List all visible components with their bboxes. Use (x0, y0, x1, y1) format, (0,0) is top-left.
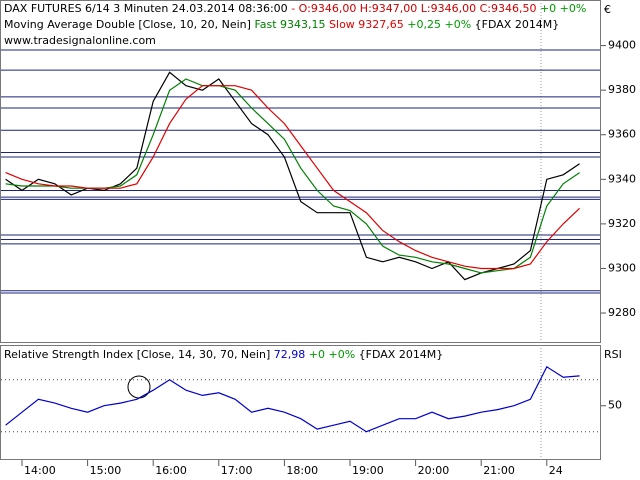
header: DAX FUTURES 6/14 3 Minuten 24.03.2014 08… (4, 2, 586, 15)
rsi-change: +0 +0% (309, 348, 355, 361)
axis-label: € (604, 3, 611, 16)
x-tick-label: 20:00 (418, 464, 450, 477)
rsi-title: Relative Strength Index [Close, 14, 30, … (4, 348, 270, 361)
indicator: Moving Average Double [Close, 10, 20, Ne… (4, 18, 251, 31)
change: +0 +0% (540, 2, 586, 15)
series-line (5, 85, 581, 270)
y-tick-label: 9340 (608, 172, 636, 185)
source: www.tradesignalonline.com (4, 34, 156, 47)
price-panel (0, 0, 601, 343)
x-tick-label: 17:00 (221, 464, 253, 477)
y-tick-label: 9360 (608, 128, 636, 141)
timestamp: 24.03.2014 08:36:00 (172, 2, 288, 15)
x-tick-label: 15:00 (90, 464, 122, 477)
indicator-change: +0,25 +0% (407, 18, 471, 31)
y-tick-label: 9300 (608, 261, 636, 274)
x-tick-label: 19:00 (352, 464, 384, 477)
series-line (5, 365, 580, 433)
y-tick-label: 9320 (608, 217, 636, 230)
rsi-panel (0, 345, 601, 460)
x-tick-label: 14:00 (24, 464, 56, 477)
y-tick-label: 9380 (608, 83, 636, 96)
indicator-legend: Moving Average Double [Close, 10, 20, Ne… (4, 18, 559, 31)
x-tick-label: 16:00 (155, 464, 187, 477)
y-tick-label: 9280 (608, 306, 636, 319)
y-tick-label: 50 (608, 399, 622, 412)
legend-slow: Slow 9327,65 (329, 18, 404, 31)
rsi-legend: Relative Strength Index [Close, 14, 30, … (4, 348, 443, 361)
y-tick-label: 9400 (608, 39, 636, 52)
legend-fast: Fast 9343,15 (254, 18, 325, 31)
ohlc: - O:9346,00 H:9347,00 L:9346,00 C:9346,5… (291, 2, 536, 15)
rsi-axis-label: RSI (604, 348, 622, 361)
x-tick-label: 18:00 (286, 464, 318, 477)
rsi-symbol: {FDAX 2014M} (359, 348, 444, 361)
symbol: {FDAX 2014M} (475, 18, 560, 31)
x-tick-label: 24 (549, 464, 563, 477)
chart-title: DAX FUTURES 6/14 3 Minuten (4, 2, 168, 15)
rsi-value: 72,98 (274, 348, 306, 361)
x-tick-label: 21:00 (483, 464, 515, 477)
